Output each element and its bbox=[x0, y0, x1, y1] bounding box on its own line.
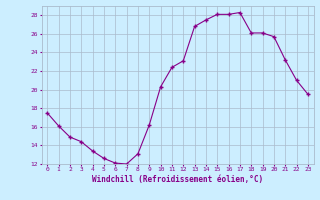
X-axis label: Windchill (Refroidissement éolien,°C): Windchill (Refroidissement éolien,°C) bbox=[92, 175, 263, 184]
